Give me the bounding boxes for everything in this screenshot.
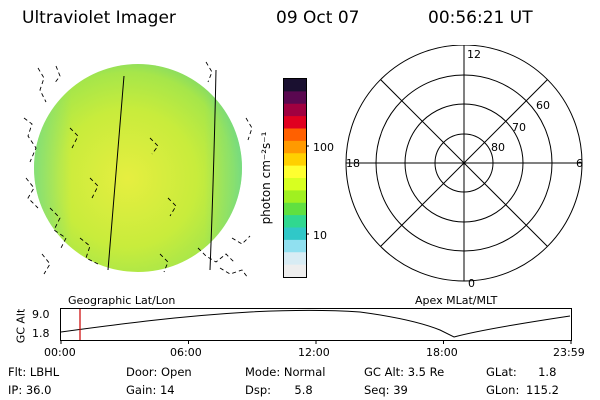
filter-info: Flt: LBHL: [8, 365, 59, 379]
seq-info: Seq: 39: [364, 383, 408, 397]
glat-info: GLat: 1.8: [486, 365, 556, 379]
altitude-timeline: [60, 308, 572, 344]
ip-info: IP: 36.0: [8, 383, 51, 397]
colorbar-unit-label: photon cm⁻²s⁻¹: [259, 131, 273, 225]
mlat-label-60: 60: [536, 99, 550, 112]
colorbar-segment: [284, 202, 306, 216]
glon-value: 115.2: [526, 383, 559, 397]
observation-time: 00:56:21 UT: [428, 8, 533, 28]
colorbar-segment: [284, 165, 306, 179]
apex-label: Apex MLat/MLT: [415, 294, 498, 307]
colorbar-segment: [284, 103, 306, 117]
colorbar: [283, 78, 309, 278]
auroral-image-panel: [23, 61, 253, 279]
x-tick-2359: 23:59: [553, 346, 585, 359]
colorbar-segment: [284, 140, 306, 154]
filter-label: Flt:: [8, 365, 27, 379]
colorbar-segment: [284, 79, 306, 92]
colorbar-segment: [284, 116, 306, 129]
dsp-info: Dsp: 5.8: [245, 383, 313, 397]
colorbar-tick-100: 100: [313, 141, 334, 154]
colorbar-segment: [284, 178, 306, 191]
colorbar-segment: [284, 264, 306, 278]
mlt-label-6: 6: [576, 157, 583, 170]
x-tick-0000: 00:00: [44, 346, 76, 359]
colorbar-segment: [284, 128, 306, 142]
grid-line-diagonal: [380, 79, 548, 247]
altitude-curve: [60, 310, 571, 338]
colorbar-segment: [284, 215, 306, 228]
meridian-line: [209, 69, 217, 271]
colorbar-frame: [283, 78, 307, 278]
observation-date: 09 Oct 07: [276, 8, 360, 28]
geographic-label: Geographic Lat/Lon: [68, 294, 176, 307]
colorbar-segment: [284, 91, 306, 105]
mlat-label-80: 80: [491, 141, 505, 154]
timeline-y-tick-max: 9.0: [32, 308, 50, 321]
timeline-y-tick-min: 1.8: [32, 327, 50, 340]
seq-value: 39: [393, 383, 408, 397]
mlt-label-0: 0: [468, 277, 475, 290]
dsp-label: Dsp:: [245, 383, 272, 397]
colorbar-tick-10: 10: [313, 229, 327, 242]
gc-altitude-label: GC Alt:: [364, 365, 405, 379]
gc-altitude-value: 3.5 Re: [407, 365, 445, 379]
gain-label: Gain:: [126, 383, 157, 397]
colorbar-segment: [284, 227, 306, 241]
door-info: Door: Open: [126, 365, 192, 379]
mode-info: Mode: Normal: [245, 365, 325, 379]
gain-value: 14: [159, 383, 175, 397]
mlt-label-18: 18: [346, 157, 360, 170]
glon-info: GLon: 115.2: [486, 383, 559, 397]
colorbar-segment: [284, 153, 306, 167]
mode-label: Mode:: [245, 365, 281, 379]
polar-grid: [345, 45, 583, 282]
ip-label: IP:: [8, 383, 23, 397]
x-tick-1200: 12:00: [298, 346, 330, 359]
timeline-y-axis-title: GC Alt: [14, 308, 28, 344]
timeline-frame: [60, 308, 572, 341]
colorbar-segment: [284, 252, 306, 266]
coastline-outlines: [23, 61, 253, 279]
glat-value: 1.8: [538, 365, 557, 379]
door-label: Door:: [126, 365, 158, 379]
glon-label: GLon:: [486, 383, 520, 397]
glat-label: GLat:: [486, 365, 517, 379]
mlt-label-12: 12: [467, 48, 481, 61]
seq-label: Seq:: [364, 383, 390, 397]
instrument-title: Ultraviolet Imager: [22, 8, 176, 28]
dsp-value: 5.8: [294, 383, 313, 397]
colorbar-segment: [284, 190, 306, 204]
ip-value: 36.0: [25, 383, 52, 397]
mlat-label-70: 70: [512, 121, 526, 134]
door-value: Open: [160, 365, 192, 379]
gc-altitude-info: GC Alt: 3.5 Re: [364, 365, 444, 379]
filter-value: LBHL: [29, 365, 60, 379]
colorbar-segment: [284, 239, 306, 253]
gain-info: Gain: 14: [126, 383, 175, 397]
meridian-line: [107, 75, 125, 271]
x-tick-1800: 18:00: [426, 346, 458, 359]
mode-value: Normal: [283, 365, 326, 379]
x-tick-0600: 06:00: [170, 346, 202, 359]
